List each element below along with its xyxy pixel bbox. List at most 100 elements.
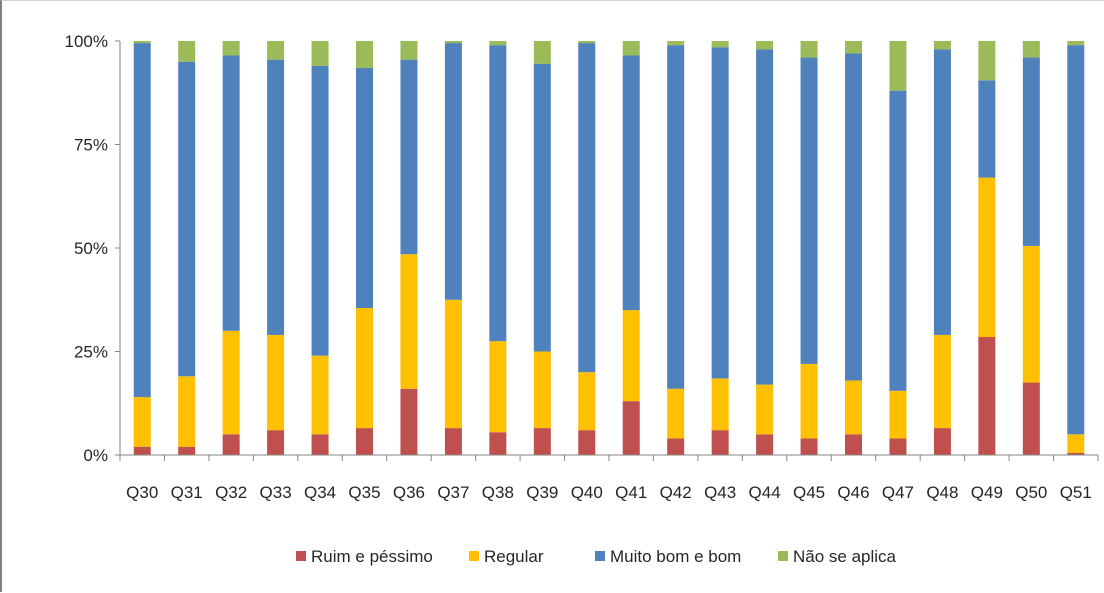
axes-layer: [119, 41, 1098, 456]
bar-q42-series-1: [667, 388, 685, 439]
bar-q34-series-3: [311, 41, 329, 66]
bar-q41-series-1: [622, 310, 640, 402]
legend-swatch: [469, 551, 479, 561]
x-tick-label: Q47: [882, 483, 914, 502]
bar-q43-series-2: [711, 47, 729, 379]
legend-item-3: Não se aplica: [778, 547, 897, 566]
bar-q42-series-3: [667, 41, 685, 46]
bar-q43-series-1: [711, 378, 729, 431]
y-tick-label: 75%: [74, 136, 108, 155]
x-tick-label: Q36: [393, 483, 425, 502]
bar-q49-series-2: [978, 80, 996, 178]
x-tick-label: Q41: [615, 483, 647, 502]
bar-q47-series-3: [889, 41, 907, 91]
bar-q35-series-3: [356, 41, 373, 68]
legend-swatch: [595, 551, 605, 561]
bar-q33-series-2: [267, 59, 285, 335]
x-tick-label: Q43: [704, 483, 736, 502]
bar-q40-series-2: [578, 43, 596, 373]
bar-q48-series-3: [933, 41, 951, 50]
bar-q48-series-0: [933, 428, 951, 455]
bar-q36-series-3: [400, 41, 418, 60]
bar-q50-series-2: [1022, 57, 1040, 246]
bar-q34-series-0: [311, 434, 329, 455]
legend-label: Não se aplica: [793, 547, 897, 566]
bar-q37-series-0: [444, 428, 462, 455]
x-tick-label: Q42: [660, 483, 692, 502]
x-tick-label: Q34: [304, 483, 336, 502]
bar-q37-series-2: [444, 43, 462, 300]
legend-item-2: Muito bom e bom: [595, 547, 741, 566]
bar-q40-series-1: [578, 372, 596, 431]
bar-q47-series-2: [889, 90, 907, 391]
bar-q36-series-1: [400, 254, 418, 389]
bar-q31-series-3: [178, 41, 196, 62]
y-tick-label: 0%: [83, 446, 108, 465]
x-tick-label: Q32: [215, 483, 247, 502]
bar-q39-series-0: [533, 428, 551, 455]
legend: Ruim e péssimo Regular Muito bom e bom Não …: [296, 547, 897, 566]
bar-q50-series-0: [1022, 382, 1040, 455]
x-tick-label: Q40: [571, 483, 603, 502]
bar-q43-series-3: [711, 41, 729, 48]
y-tick-label: 50%: [74, 239, 108, 258]
bar-q51-series-1: [1067, 434, 1085, 453]
bar-q49-series-0: [978, 337, 996, 455]
x-tick-label: Q35: [348, 483, 380, 502]
x-tick-label: Q51: [1060, 483, 1092, 502]
bar-q44-series-3: [756, 41, 774, 50]
bar-q38-series-3: [489, 41, 507, 46]
legend-swatch: [296, 551, 306, 561]
bar-q47-series-1: [889, 390, 907, 439]
x-tick-label: Q38: [482, 483, 514, 502]
bar-q51-series-2: [1067, 45, 1085, 435]
legend-item-1: Regular: [469, 547, 544, 566]
x-tick-label: Q45: [793, 483, 825, 502]
bar-q33-series-3: [267, 41, 285, 60]
bar-q38-series-0: [489, 432, 507, 455]
bar-q34-series-2: [311, 65, 329, 356]
bar-q46-series-3: [845, 41, 862, 54]
bar-q50-series-1: [1022, 245, 1040, 383]
bar-q41-series-0: [622, 401, 640, 455]
legend-label: Muito bom e bom: [610, 547, 741, 566]
legend-label: Ruim e péssimo: [311, 547, 433, 566]
bar-q51-series-0: [1067, 452, 1085, 455]
bar-q38-series-2: [489, 45, 507, 342]
bar-q32-series-0: [222, 434, 240, 455]
bar-q37-series-3: [444, 41, 462, 44]
bar-q41-series-2: [622, 55, 640, 311]
bar-q39-series-3: [533, 41, 551, 64]
bar-q31-series-2: [178, 61, 196, 377]
bar-q36-series-0: [400, 388, 418, 455]
bar-q45-series-2: [800, 57, 818, 364]
x-tick-label: Q48: [926, 483, 958, 502]
bar-q46-series-1: [845, 380, 862, 435]
bar-q44-series-2: [756, 49, 774, 385]
bar-q34-series-1: [311, 355, 329, 435]
legend-item-0: Ruim e péssimo: [296, 547, 433, 566]
bar-q48-series-2: [933, 49, 951, 335]
bar-q46-series-0: [845, 434, 862, 455]
bar-q50-series-3: [1022, 41, 1040, 58]
y-tick-label: 25%: [74, 343, 108, 362]
bar-q39-series-1: [533, 351, 551, 429]
legend-label: Regular: [484, 547, 544, 566]
bar-q30-series-1: [133, 397, 151, 447]
bar-q41-series-3: [622, 41, 640, 56]
bar-q43-series-0: [711, 430, 729, 455]
x-tick-label: Q33: [260, 483, 292, 502]
bar-q49-series-3: [978, 41, 996, 81]
bar-q49-series-1: [978, 177, 996, 338]
bar-q42-series-2: [667, 45, 685, 389]
x-tick-label: Q31: [171, 483, 203, 502]
bar-q33-series-0: [267, 430, 285, 455]
x-axis-ticks: Q30 Q31 Q32 Q33 Q34 Q35 Q36 Q37 Q38 Q39 Q40 Q41 Q42 Q…: [119, 455, 1099, 502]
x-tick-label: Q49: [971, 483, 1003, 502]
y-axis-ticks: 0% 25% 50% 75% 100%: [65, 32, 120, 465]
bar-q35-series-2: [356, 67, 373, 309]
bar-q30-series-0: [133, 446, 151, 455]
bar-q45-series-3: [800, 41, 818, 58]
bar-q45-series-1: [800, 363, 818, 439]
bar-q31-series-0: [178, 446, 196, 455]
